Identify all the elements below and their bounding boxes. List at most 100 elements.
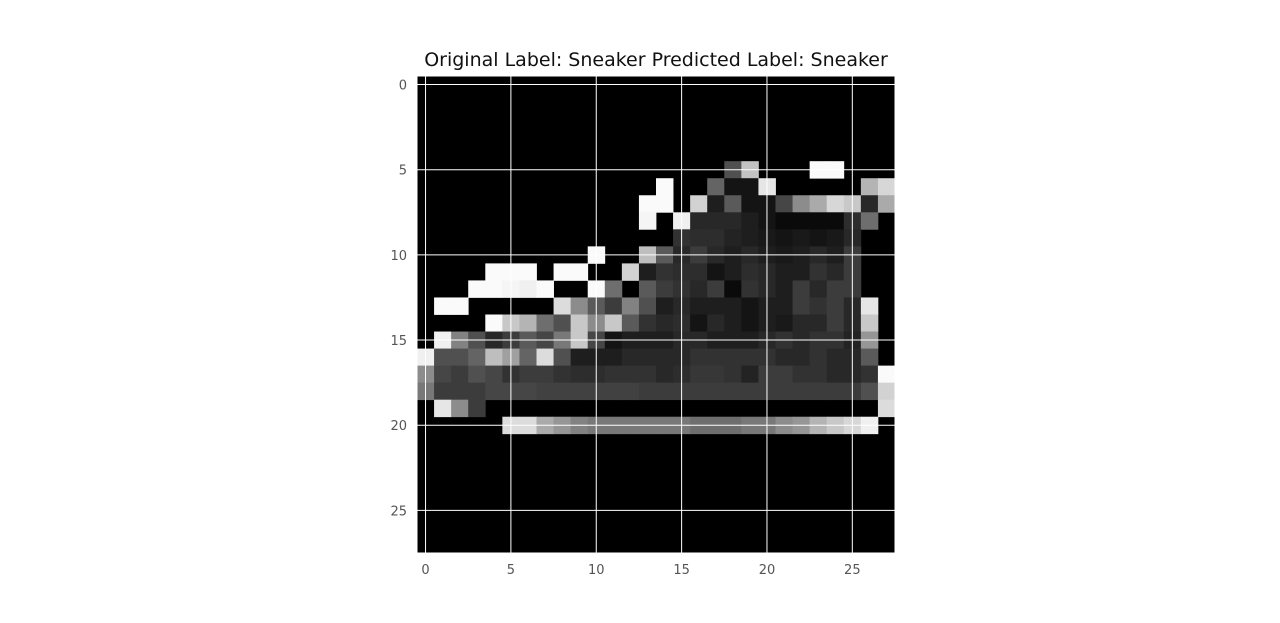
image-pixel [656, 263, 674, 281]
image-pixel [434, 382, 452, 401]
image-pixel [553, 365, 572, 384]
image-pixel [656, 297, 674, 315]
image-pixel [724, 212, 742, 230]
image-pixel [451, 348, 469, 367]
image-pixel [638, 195, 657, 213]
image-pixel [638, 365, 657, 384]
image-pixel [826, 297, 845, 315]
image-pixel [570, 365, 589, 384]
image-pixel [485, 314, 503, 332]
image-pixel [656, 178, 674, 196]
image-pixel [724, 382, 742, 401]
x-axis: 0 5 10 15 20 25 [421, 563, 860, 578]
image-pixel [707, 263, 725, 281]
image-pixel [570, 348, 589, 367]
image-pixel [792, 280, 811, 298]
image-pixel [741, 314, 759, 332]
image-pixel [741, 348, 759, 367]
image-pixel [724, 280, 742, 298]
image-pixel [468, 280, 486, 298]
image-pixel [707, 365, 725, 384]
image-pixel [826, 263, 845, 281]
image-pixel [690, 212, 708, 230]
image-pixel [656, 382, 674, 401]
image-pixel [604, 365, 623, 384]
image-pixel [638, 280, 657, 298]
image-pixel [570, 263, 589, 281]
image-pixel [707, 212, 725, 230]
image-pixel [809, 382, 828, 401]
image-pixel [741, 178, 759, 196]
image-pixel [621, 348, 640, 367]
image-pixel [809, 297, 828, 315]
image-pixel [792, 297, 811, 315]
image-pixel [434, 399, 452, 418]
y-tick-label: 25 [390, 504, 407, 519]
image-pixel [741, 212, 759, 230]
x-tick-label: 10 [588, 563, 605, 578]
x-tick-label: 5 [507, 563, 515, 578]
image-pixel [792, 365, 811, 384]
image-pixel [809, 280, 828, 298]
image-pixel [434, 365, 452, 384]
image-pixel [519, 263, 537, 281]
image-pixel [621, 365, 640, 384]
image-pixel [826, 212, 845, 230]
image-pixel [468, 382, 486, 401]
image-pixel [792, 229, 811, 247]
image-pixel [690, 297, 708, 315]
image-pixel [536, 382, 554, 401]
image-pixel [434, 348, 452, 367]
image-pixel [860, 178, 879, 196]
image-pixel [860, 365, 879, 384]
image-pixel [775, 297, 793, 315]
y-axis: 0 5 10 15 20 25 [390, 79, 407, 520]
image-pixel [877, 399, 896, 418]
image-pixel [621, 263, 640, 281]
image-pixel [877, 195, 896, 213]
image-pixel [724, 297, 742, 315]
image-pixel [741, 280, 759, 298]
image-pixel [826, 365, 845, 384]
image-pixel [707, 195, 725, 213]
x-tick-label: 25 [844, 563, 861, 578]
image-pixel [553, 314, 572, 332]
image-pixel [809, 229, 828, 247]
image-pixel [741, 382, 759, 401]
image-pixel [451, 382, 469, 401]
image-pixel [741, 263, 759, 281]
image-pixel [792, 314, 811, 332]
image-pixel [553, 263, 572, 281]
image-pixel [792, 263, 811, 281]
image-pixel [604, 348, 623, 367]
image-pixel [656, 280, 674, 298]
image-pixel [826, 280, 845, 298]
image-pixel [809, 212, 828, 230]
image-pixel [468, 365, 486, 384]
image-pixel [621, 297, 640, 315]
x-tick-label: 20 [759, 563, 776, 578]
image-pixel [826, 348, 845, 367]
x-tick-label: 0 [421, 563, 429, 578]
image-pixel [826, 382, 845, 401]
image-pixel [792, 212, 811, 230]
image-pixel [485, 365, 503, 384]
image-pixel [519, 348, 537, 367]
image-pixel [741, 297, 759, 315]
image-pixel [809, 365, 828, 384]
image-pixel [519, 314, 537, 332]
image-pixel [707, 297, 725, 315]
image-pixel [860, 314, 879, 332]
image-pixel [519, 280, 537, 298]
image-pixel [809, 348, 828, 367]
image-pixel [741, 229, 759, 247]
image-pixel [792, 348, 811, 367]
image-pixel [775, 195, 793, 213]
image-pixel [826, 229, 845, 247]
image-pixel [451, 399, 469, 418]
image-pixel [775, 314, 793, 332]
image-pixel [775, 229, 793, 247]
image-pixel [690, 348, 708, 367]
image-pixel [570, 297, 589, 315]
gridlines [417, 76, 895, 553]
